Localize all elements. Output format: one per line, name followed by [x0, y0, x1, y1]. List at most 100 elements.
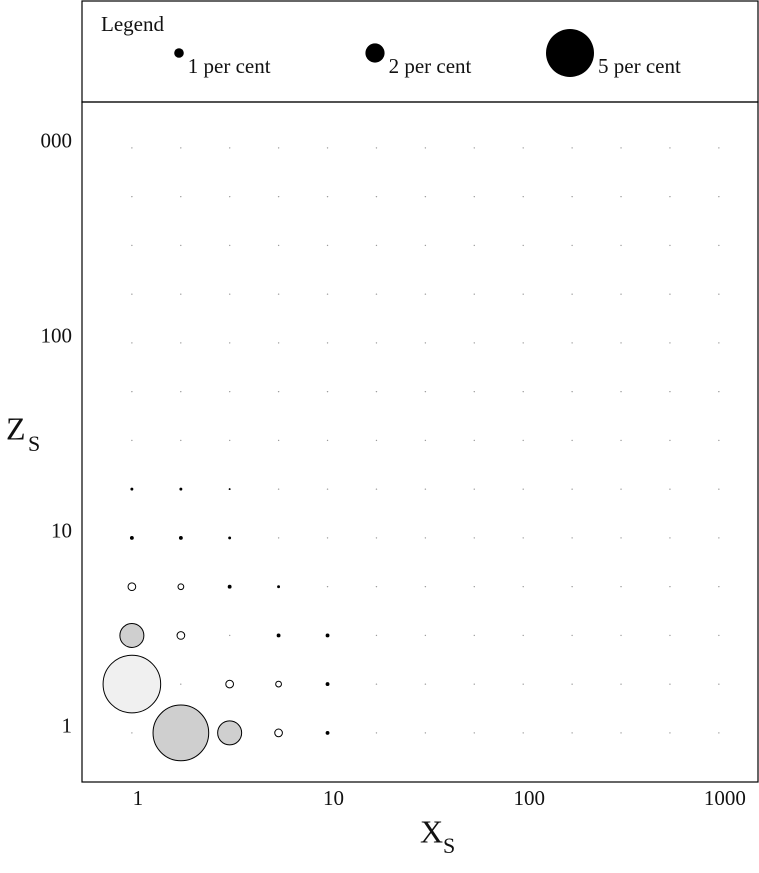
- bubble: [102, 654, 162, 714]
- y-tick-label: 10: [51, 519, 72, 543]
- grid-dot: [669, 147, 671, 149]
- grid-dot: [229, 634, 231, 637]
- bubble: [179, 487, 183, 491]
- grid-dot: [669, 537, 671, 539]
- grid-dot: [131, 390, 133, 393]
- grid-dot: [131, 732, 133, 734]
- grid-dot: [571, 683, 573, 685]
- bubble: [277, 585, 281, 589]
- grid-dot: [424, 195, 427, 198]
- legend-label: 2 per cent: [389, 54, 472, 78]
- grid-dot: [571, 244, 573, 247]
- grid-dot: [131, 342, 133, 344]
- legend-title: Legend: [101, 12, 164, 36]
- grid-dot: [571, 342, 573, 344]
- grid-dot: [718, 390, 720, 393]
- grid-dot: [229, 390, 231, 393]
- grid-dot: [277, 342, 280, 344]
- grid-dot: [424, 147, 427, 149]
- y-tick-label: 000: [41, 129, 73, 153]
- grid-dot: [424, 732, 427, 734]
- grid-dot: [571, 390, 573, 393]
- grid-dot: [473, 293, 475, 295]
- grid-dot: [522, 537, 524, 539]
- grid-dot: [180, 683, 182, 685]
- grid-dot: [375, 195, 378, 198]
- grid-dot: [620, 439, 622, 442]
- grid-dot: [473, 342, 475, 344]
- grid-dot: [326, 439, 329, 442]
- grid-dot: [131, 293, 133, 295]
- grid-dot: [522, 585, 524, 588]
- grid-dot: [473, 634, 475, 637]
- grid-dot: [473, 244, 475, 247]
- grid-dot: [277, 244, 280, 247]
- bubble: [217, 720, 243, 746]
- bubble: [228, 488, 231, 491]
- grid-dot: [669, 244, 671, 247]
- grid-dot: [718, 439, 720, 442]
- x-axis-subscript: S: [443, 833, 455, 858]
- grid-dot: [522, 390, 524, 393]
- grid-dot: [669, 488, 671, 490]
- grid-dot: [277, 537, 280, 539]
- bubble: [130, 487, 134, 491]
- grid-dot: [620, 390, 622, 393]
- grid-dot: [718, 634, 720, 637]
- grid-dot: [718, 585, 720, 588]
- grid-dot: [277, 147, 280, 149]
- grid-dot: [424, 585, 427, 588]
- grid-dot: [571, 634, 573, 637]
- legend-marker: [546, 29, 594, 77]
- grid-dot: [473, 439, 475, 442]
- grid-dot: [571, 585, 573, 588]
- bubble: [152, 704, 210, 762]
- grid-dot: [375, 585, 378, 588]
- grid-dot: [669, 439, 671, 442]
- grid-dot: [718, 342, 720, 344]
- legend-marker: [365, 43, 385, 63]
- grid-dot: [522, 732, 524, 734]
- grid-dot: [375, 342, 378, 344]
- grid-dot: [522, 195, 524, 198]
- x-tick-label: 10: [323, 786, 344, 810]
- grid-dot: [718, 683, 720, 685]
- legend-label: 5 per cent: [598, 54, 681, 78]
- bubble: [325, 633, 330, 638]
- bubble: [119, 622, 145, 648]
- grid-dot: [473, 195, 475, 198]
- grid-dot: [180, 342, 182, 344]
- grid-dot: [718, 293, 720, 295]
- grid-dot: [473, 147, 475, 149]
- grid-dot: [375, 439, 378, 442]
- x-tick-label: 1000: [704, 786, 746, 810]
- grid-dot: [229, 195, 231, 198]
- grid-dot: [473, 732, 475, 734]
- grid-dot: [375, 244, 378, 247]
- grid-dot: [718, 147, 720, 149]
- grid-dot: [180, 390, 182, 393]
- grid-dot: [522, 244, 524, 247]
- grid-dot: [424, 439, 427, 442]
- grid-dot: [522, 683, 524, 685]
- grid-dot: [620, 634, 622, 637]
- y-tick-label: 100: [41, 324, 73, 348]
- x-tick-label: 1: [133, 786, 144, 810]
- grid-dot: [180, 147, 182, 149]
- grid-dot: [131, 244, 133, 247]
- grid-dot: [375, 537, 378, 539]
- bubble: [227, 584, 232, 589]
- grid-dot: [375, 683, 378, 685]
- grid-dot: [424, 683, 427, 685]
- grid-dot: [522, 147, 524, 149]
- grid-dot: [229, 342, 231, 344]
- grid-dot: [375, 293, 378, 295]
- bubble: [274, 728, 283, 738]
- grid-dot: [375, 488, 378, 490]
- grid-dot: [669, 342, 671, 344]
- bubble: [129, 535, 134, 540]
- grid-dot: [620, 147, 622, 149]
- grid-dot: [718, 732, 720, 734]
